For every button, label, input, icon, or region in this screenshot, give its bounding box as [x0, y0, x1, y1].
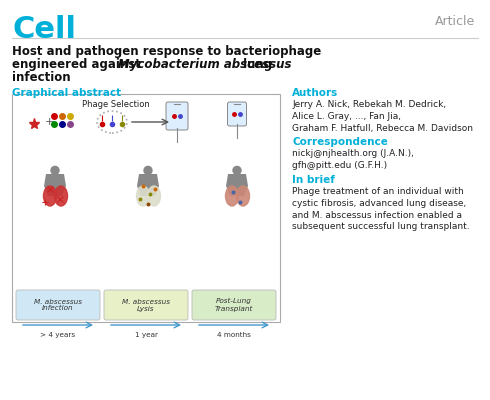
Text: +: +	[45, 117, 54, 127]
Ellipse shape	[225, 186, 239, 206]
FancyBboxPatch shape	[16, 290, 100, 320]
Text: Article: Article	[435, 15, 475, 28]
Text: Correspondence: Correspondence	[292, 137, 388, 147]
Polygon shape	[226, 174, 248, 196]
FancyBboxPatch shape	[166, 102, 188, 130]
Text: 4 months: 4 months	[217, 332, 251, 338]
Circle shape	[51, 166, 59, 174]
Text: Phage Selection: Phage Selection	[82, 100, 150, 109]
Text: Graphical abstract: Graphical abstract	[12, 88, 121, 98]
Text: Post-Lung
Transplant: Post-Lung Transplant	[215, 298, 253, 312]
Text: Host and pathogen response to bacteriophage: Host and pathogen response to bacterioph…	[12, 45, 321, 58]
Text: Authors: Authors	[292, 88, 338, 98]
Text: Mycobacterium abscessus: Mycobacterium abscessus	[118, 58, 292, 71]
FancyBboxPatch shape	[104, 290, 188, 320]
Text: > 4 years: > 4 years	[41, 332, 75, 338]
Text: Cell: Cell	[12, 15, 76, 44]
Polygon shape	[137, 174, 159, 196]
Text: infection: infection	[12, 71, 71, 84]
Text: In brief: In brief	[292, 175, 335, 185]
FancyBboxPatch shape	[12, 94, 280, 322]
Ellipse shape	[147, 186, 161, 206]
Text: nickj@njhealth.org (J.A.N.),
gfh@pitt.edu (G.F.H.): nickj@njhealth.org (J.A.N.), gfh@pitt.ed…	[292, 149, 414, 170]
FancyBboxPatch shape	[192, 290, 276, 320]
Text: engineered against: engineered against	[12, 58, 145, 71]
Polygon shape	[44, 174, 66, 196]
Text: 1 year: 1 year	[134, 332, 157, 338]
Ellipse shape	[54, 186, 68, 206]
Ellipse shape	[44, 186, 56, 206]
Ellipse shape	[237, 186, 249, 206]
Text: Jerry A. Nick, Rebekah M. Dedrick,
Alice L. Gray, ..., Fan Jia,
Graham F. Hatful: Jerry A. Nick, Rebekah M. Dedrick, Alice…	[292, 100, 473, 133]
Text: M. abscessus
Lysis: M. abscessus Lysis	[122, 298, 170, 312]
Text: lung: lung	[239, 58, 272, 71]
Circle shape	[144, 166, 152, 174]
Circle shape	[233, 166, 241, 174]
Text: M. abscessus
Infection: M. abscessus Infection	[34, 298, 82, 312]
Ellipse shape	[137, 186, 149, 206]
Text: Phage treatment of an individual with
cystic fibrosis, advanced lung disease,
an: Phage treatment of an individual with cy…	[292, 187, 469, 231]
FancyBboxPatch shape	[227, 102, 246, 126]
